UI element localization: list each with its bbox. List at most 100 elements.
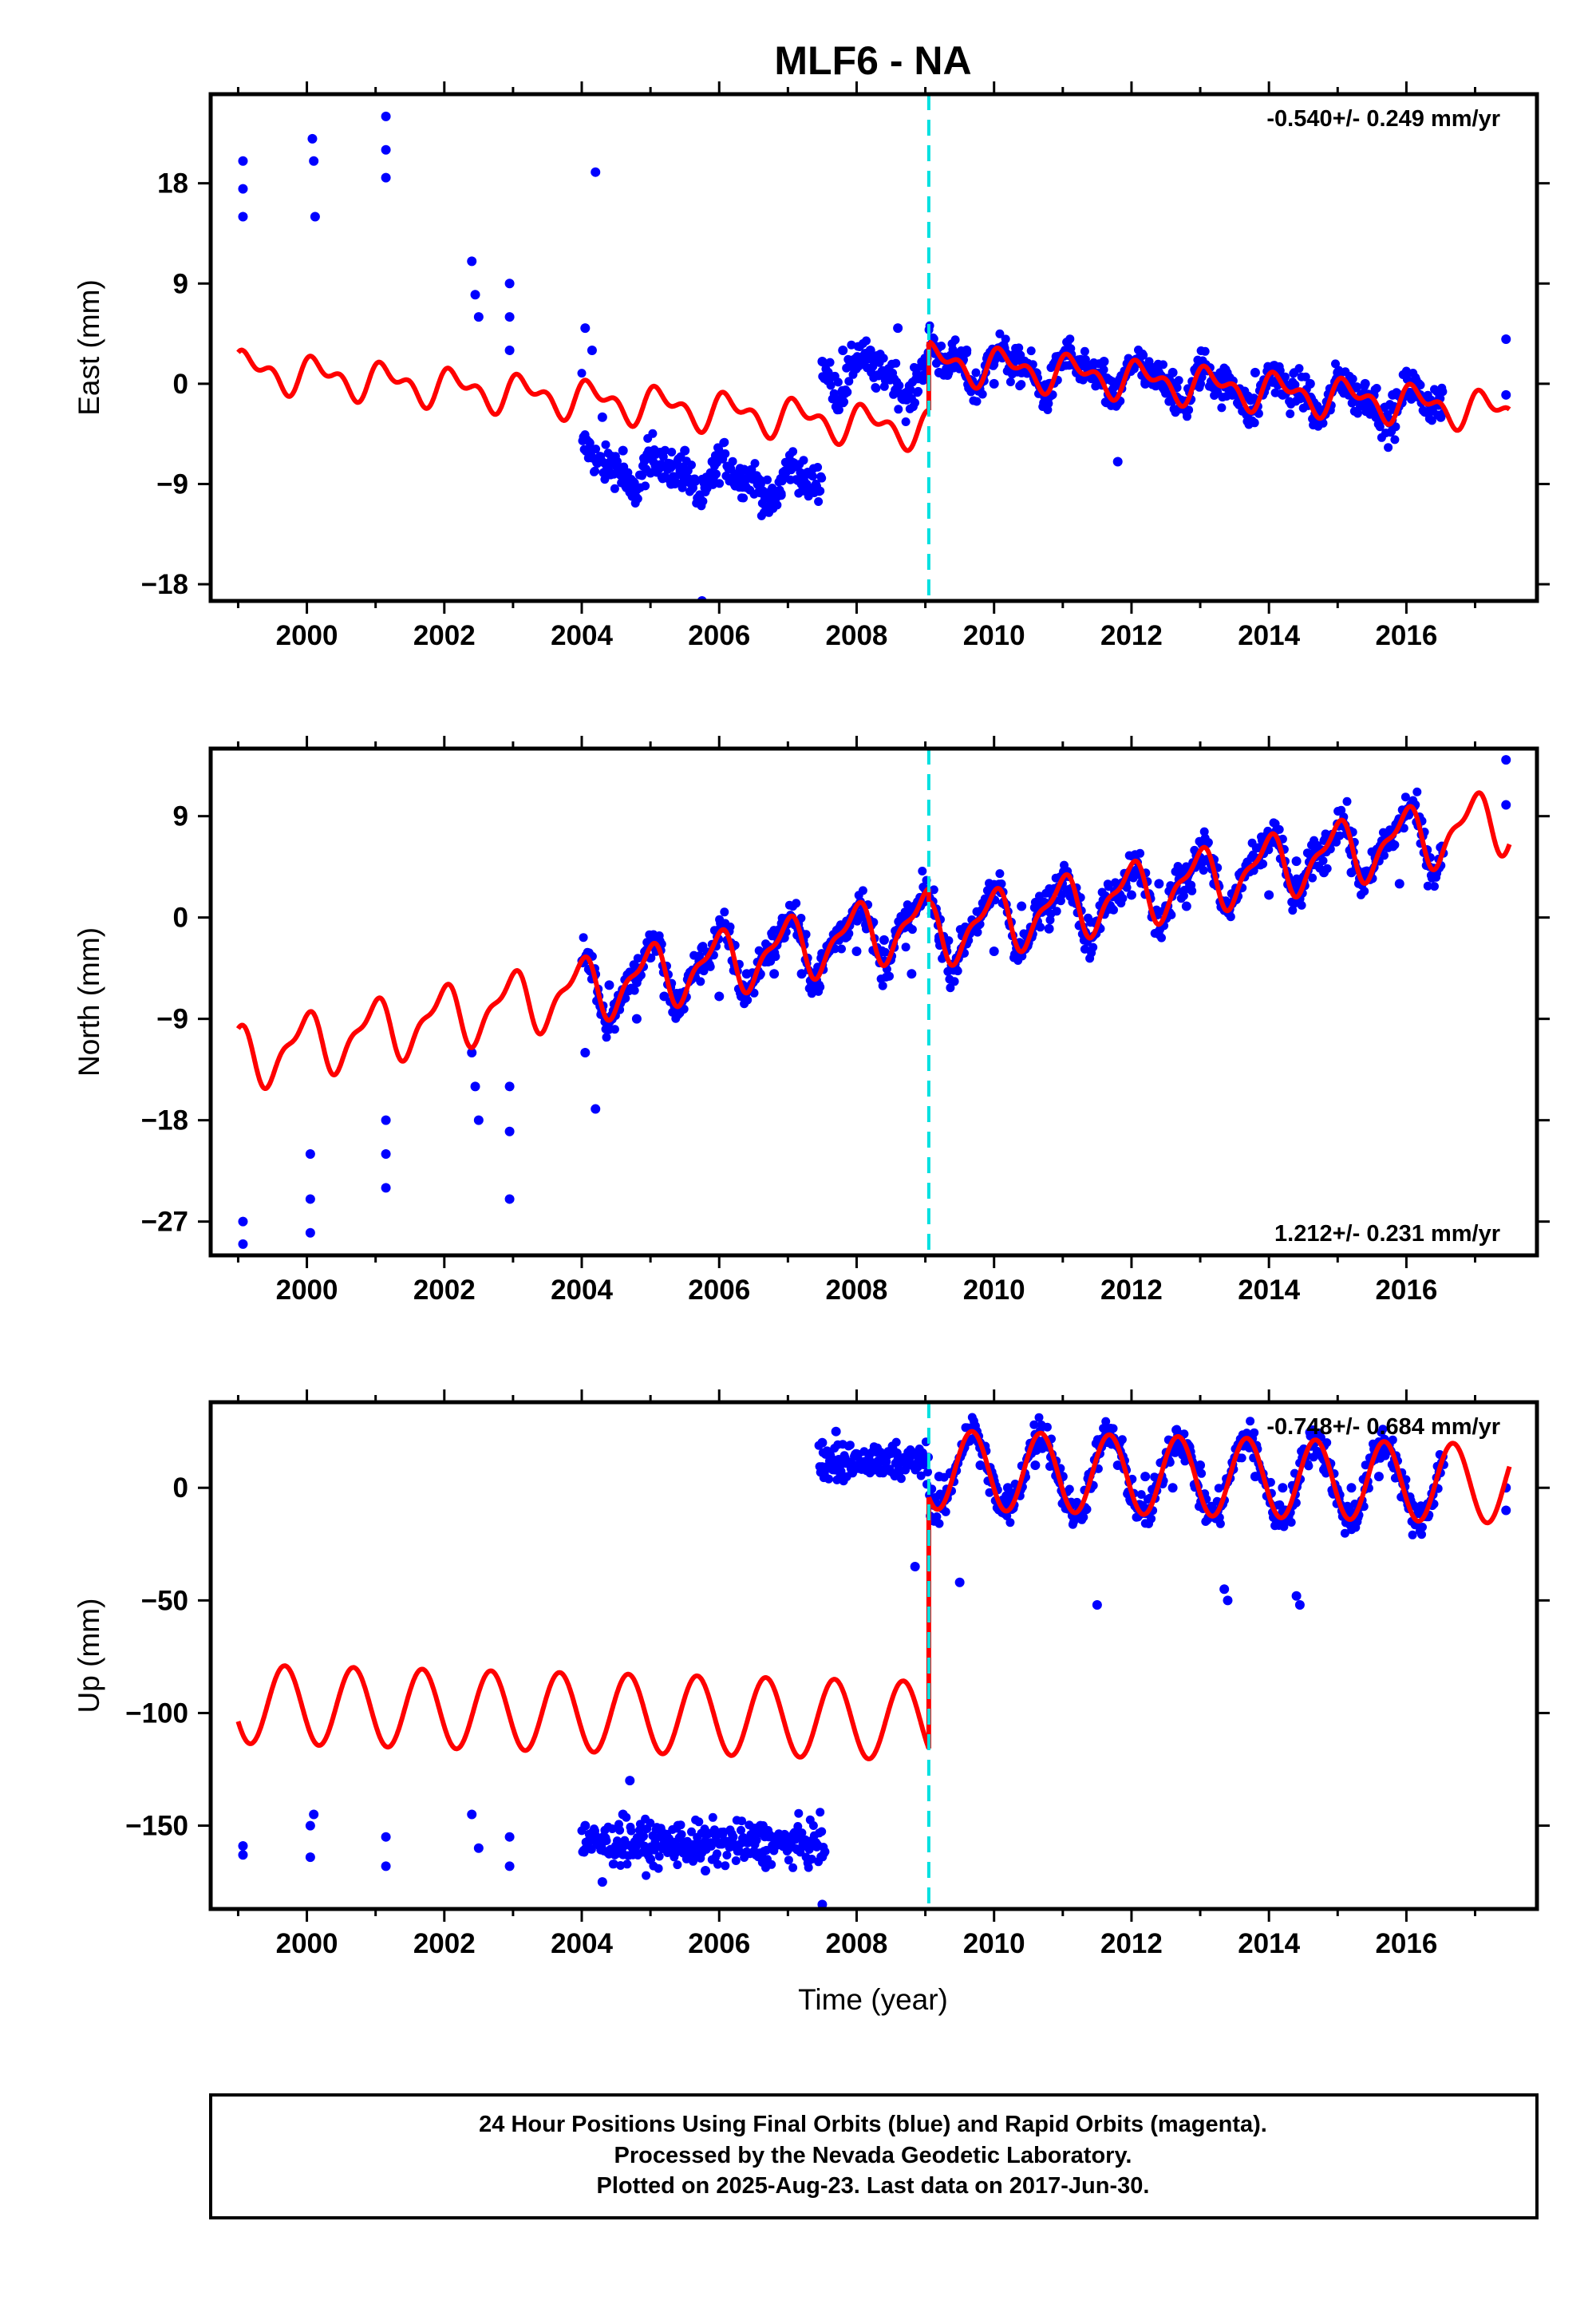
north-x-tick-label: 2010 [963,1275,1025,1306]
east-x-tick-label: 2010 [963,620,1025,651]
north-x-tick-label: 2008 [826,1275,888,1306]
north-model-segment-1 [928,790,1512,968]
east-point-22 [680,445,690,456]
east-y-tick-label: −18 [141,569,188,600]
east-y-tick-label: −9 [156,468,188,500]
east-point-35 [989,378,999,389]
up-point-11 [580,1820,591,1831]
up-point-43 [1250,1472,1260,1482]
north-point-27 [907,969,917,979]
north-point-37 [1181,901,1191,911]
north-point-4 [305,1227,315,1238]
up-point-29 [934,1472,944,1482]
east-point-13 [504,312,515,322]
east-point-19 [618,445,628,456]
east-x-tick-label: 2016 [1375,620,1437,651]
east-point-2 [238,211,248,222]
east-point-10 [470,290,480,300]
up-point-32 [1002,1483,1013,1493]
north-y-tick-label: −27 [141,1207,188,1238]
north-point-45 [1394,879,1404,889]
up-point-36 [1092,1600,1102,1610]
up-point-8 [473,1843,484,1853]
east-x-tick-label: 2014 [1238,620,1300,651]
north-point-42 [1319,868,1329,878]
east-point-45 [1250,367,1260,377]
north-point-43 [1346,868,1357,878]
east-point-21 [666,479,676,489]
figure-title: MLF6 - NA [774,38,971,83]
east-point-1 [238,184,248,194]
north-velocity-label: 1.212+/- 0.231 mm/yr [1274,1221,1500,1247]
x-axis-label: Time (year) [798,1983,948,2016]
north-point-18 [659,991,670,1002]
north-point-13 [504,1194,515,1204]
east-point-7 [381,144,391,155]
up-point-20 [783,1843,793,1853]
east-y-axis-label: East (mm) [73,279,105,416]
up-y-tick-label: −150 [125,1811,188,1842]
up-point-46 [1294,1600,1305,1610]
east-point-50 [1388,389,1398,400]
up-point-4 [305,1852,315,1863]
east-model-segment-1 [928,339,1511,433]
footer-line-2: Processed by the Nevada Geodetic Laborat… [614,2143,1132,2168]
footer-box [209,2093,1539,2219]
up-point-13 [618,1809,628,1820]
up-model-segment-1 [926,1429,1512,1526]
up-point-31 [975,1460,986,1471]
east-point-24 [707,456,717,467]
up-point-30 [954,1577,965,1587]
up-point-10 [504,1861,515,1871]
north-y-tick-label: −9 [156,1004,188,1035]
up-point-16 [673,1820,683,1831]
north-point-15 [591,1104,601,1114]
up-point-39 [1167,1483,1178,1493]
up-point-17 [701,1866,711,1876]
east-point-27 [776,490,786,500]
north-model-segment-0 [235,886,930,1091]
east-point-16 [580,323,591,334]
up-x-tick-label: 2004 [551,1928,613,1959]
east-point-26 [755,479,765,489]
east-point-43 [1195,378,1206,389]
north-point-32 [1044,923,1054,934]
up-point-42 [1223,1595,1233,1606]
up-x-tick-label: 2016 [1375,1928,1437,1959]
east-point-41 [1140,378,1151,389]
up-point-3 [309,1809,319,1820]
north-point-35 [1126,890,1136,900]
up-point-7 [467,1809,477,1820]
up-plot-area [235,1402,1512,1909]
up-point-33 [1030,1460,1041,1471]
north-point-36 [1154,879,1164,889]
north-point-40 [1264,890,1274,900]
footer-line-1: 24 Hour Positions Using Final Orbits (bl… [479,2112,1267,2137]
east-point-18 [597,412,607,422]
north-point-31 [1017,901,1027,911]
north-x-tick-label: 2012 [1100,1275,1163,1306]
east-point-46 [1278,389,1288,400]
up-x-tick-label: 2002 [413,1928,476,1959]
up-panel: 2000 2002 2004 2006 2008 2010 2012 2014 2016 −150… [73,1389,1550,1959]
up-y-tick-label: −100 [125,1697,188,1729]
east-y-tick-label: 18 [157,168,188,200]
east-point-39 [1099,356,1109,366]
east-point-40 [1112,456,1123,467]
east-point-4 [309,156,319,166]
east-point-9 [467,256,477,267]
north-position-cloud [577,787,1448,1042]
up-point-1 [238,1850,248,1860]
up-y-tick-label: 0 [173,1472,188,1504]
east-point-52 [1436,412,1446,422]
north-point-26 [879,935,889,945]
north-x-tick-label: 2004 [551,1275,613,1306]
east-velocity-label: -0.540+/- 0.249 mm/yr [1266,106,1500,132]
east-point-47 [1305,378,1315,389]
north-point-41 [1291,856,1302,867]
up-point-12 [597,1877,607,1887]
east-model-segment-0 [236,347,930,453]
up-velocity-label: -0.748+/- 0.684 mm/yr [1266,1414,1500,1440]
east-point-29 [817,356,828,366]
east-point-36 [1017,367,1027,377]
